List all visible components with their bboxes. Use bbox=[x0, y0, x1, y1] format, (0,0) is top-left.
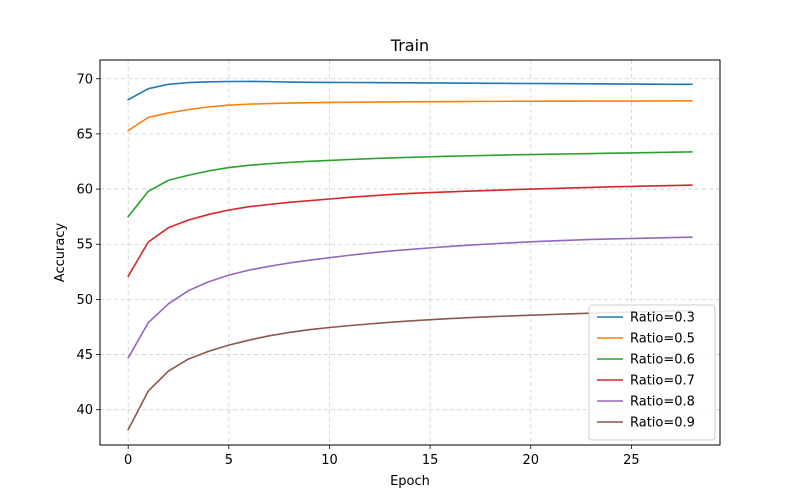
y-tick-label: 65 bbox=[76, 127, 93, 142]
plot-frame bbox=[99, 59, 721, 446]
x-tick-label: 20 bbox=[523, 453, 540, 468]
y-axis-label: Accuracy bbox=[53, 223, 68, 283]
series-line-1 bbox=[127, 80, 693, 101]
y-tick-label: 70 bbox=[76, 72, 93, 87]
legend-label: Ratio=0.9 bbox=[630, 416, 695, 431]
y-tick-label: 55 bbox=[76, 238, 93, 253]
legend-label: Ratio=0.8 bbox=[630, 395, 695, 410]
x-tick-label: 5 bbox=[225, 453, 233, 468]
y-tick-label: 60 bbox=[76, 183, 93, 198]
y-axis-ticks: 40 45 50 55 60 65 70 bbox=[76, 72, 100, 418]
series-line-5 bbox=[127, 236, 693, 359]
x-tick-label: 25 bbox=[623, 453, 640, 468]
legend-label: Ratio=0.6 bbox=[630, 353, 695, 368]
x-axis-label: Epoch bbox=[390, 474, 430, 489]
legend-label: Ratio=0.3 bbox=[630, 311, 695, 326]
x-tick-label: 10 bbox=[321, 453, 338, 468]
y-tick-label: 45 bbox=[76, 348, 93, 363]
legend-label: Ratio=0.5 bbox=[630, 332, 695, 347]
grid bbox=[100, 60, 720, 445]
series-line-4 bbox=[127, 184, 693, 278]
x-axis-ticks: 0 5 10 15 20 25 bbox=[124, 445, 640, 468]
legend-label: Ratio=0.7 bbox=[630, 374, 695, 389]
y-tick-label: 40 bbox=[76, 403, 93, 418]
y-tick-label: 50 bbox=[76, 293, 93, 308]
series-line-3 bbox=[127, 151, 693, 218]
series-line-2 bbox=[127, 100, 693, 132]
legend: Ratio=0.3 Ratio=0.5 Ratio=0.6 Ratio=0.7 Rati… bbox=[588, 304, 716, 441]
chart-title: Train bbox=[390, 36, 429, 55]
x-tick-label: 0 bbox=[124, 453, 132, 468]
x-tick-label: 15 bbox=[422, 453, 439, 468]
